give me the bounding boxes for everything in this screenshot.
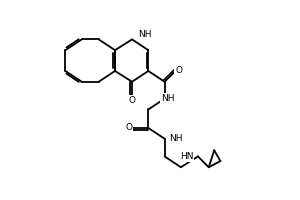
Text: NH: NH bbox=[161, 94, 175, 103]
Text: O: O bbox=[129, 96, 136, 105]
Text: O: O bbox=[125, 123, 133, 132]
Text: NH: NH bbox=[138, 30, 152, 39]
Text: NH: NH bbox=[169, 134, 183, 143]
Text: HN: HN bbox=[180, 152, 193, 161]
Text: O: O bbox=[175, 66, 182, 75]
